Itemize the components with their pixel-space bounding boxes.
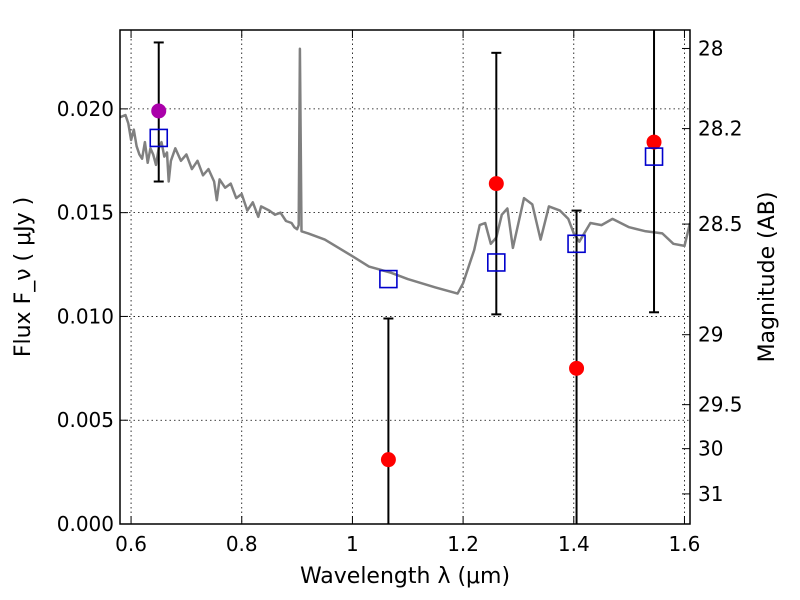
model-flux-square bbox=[379, 269, 398, 289]
x-tick-label: 0.6 bbox=[115, 532, 147, 556]
y-axis-title: Flux F_ν ( μJy ) bbox=[11, 197, 36, 357]
flux-point-marker bbox=[151, 103, 167, 119]
x-tick-label: 1 bbox=[346, 532, 359, 556]
right-tick-label: 29 bbox=[698, 323, 723, 347]
x-axis-title: Wavelength λ (μm) bbox=[300, 564, 510, 589]
y-tick-label: 0.015 bbox=[57, 201, 114, 225]
x-tick-label: 1.6 bbox=[669, 532, 701, 556]
model-flux-square bbox=[487, 253, 506, 272]
right-tick-label: 29.5 bbox=[698, 393, 743, 417]
data-markers bbox=[149, 103, 664, 468]
model-flux-square bbox=[644, 147, 664, 166]
y-tick-label: 0.005 bbox=[57, 408, 114, 432]
flux-point-marker bbox=[380, 452, 396, 468]
y-tick-label: 0.020 bbox=[57, 97, 114, 121]
x-tick-label: 0.8 bbox=[226, 532, 258, 556]
plot-frame bbox=[119, 29, 691, 525]
right-tick-label: 28.2 bbox=[698, 117, 743, 141]
y-tick-label: 0.000 bbox=[57, 512, 114, 536]
y-tick-label: 0.010 bbox=[57, 304, 114, 328]
flux-point-marker bbox=[488, 176, 504, 192]
x-tick-label: 1.2 bbox=[447, 532, 479, 556]
right-tick-label: 31 bbox=[698, 482, 723, 506]
flux-point-marker bbox=[646, 134, 662, 150]
axis-ticks: 0.6 0.8 1 1.2 1.4 1.6 0.000 0.005 0.010 0.015 0.02… bbox=[57, 30, 743, 556]
model-flux-square bbox=[567, 234, 586, 254]
flux-point-marker bbox=[569, 360, 585, 376]
right-axis-title: Magnitude (AB) bbox=[755, 192, 780, 363]
right-tick-label: 28.5 bbox=[698, 212, 743, 236]
right-tick-label: 30 bbox=[698, 437, 723, 461]
model-flux-square bbox=[149, 128, 169, 148]
right-tick-label: 28 bbox=[698, 36, 723, 60]
x-tick-label: 1.4 bbox=[558, 532, 590, 556]
